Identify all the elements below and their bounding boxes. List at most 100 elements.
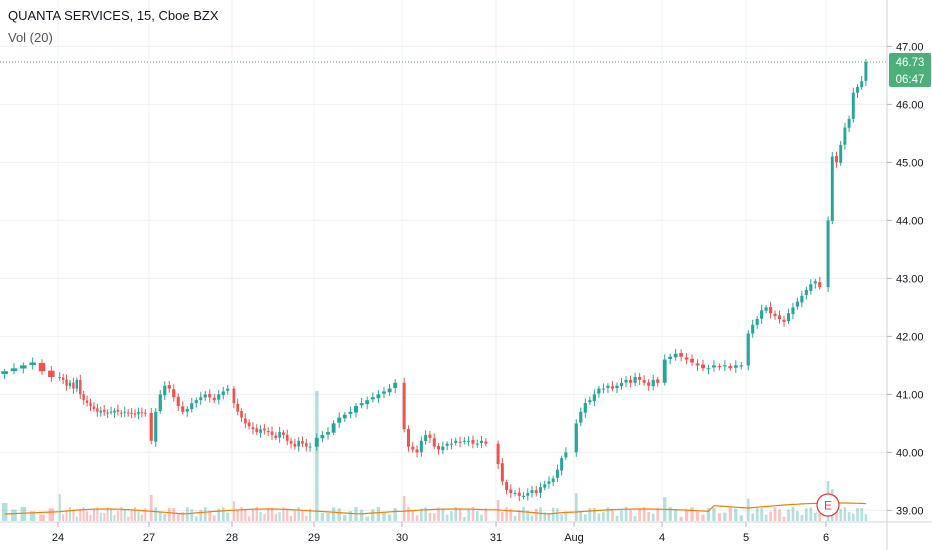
candle-body [185,408,189,412]
candle-body [203,394,207,398]
candle-body [181,406,185,412]
candle-body [684,357,689,360]
candle-body [826,220,830,288]
volume-bar [706,508,711,521]
volume-bar [393,508,397,521]
y-tick-label: 44.00 [896,215,924,227]
volume-bar [579,511,583,521]
volume-bar [217,508,221,521]
volume-bar [445,514,449,521]
volume-bar [402,495,406,521]
volume-bar [860,507,863,521]
price-axis[interactable]: 39.00 40.00 41.00 42.00 43.00 44.00 45.00 46.00… [887,41,924,517]
symbol-legend[interactable]: QUANTA SERVICES, 15, Cboe BZX [8,8,219,23]
volume-bar [48,508,55,521]
candle-body [679,353,684,357]
candle-body [843,127,847,145]
candle-body [376,394,381,399]
volume-bar [428,512,432,521]
candlesticks [1,59,868,502]
candle-body [791,307,795,315]
volume-bar [62,514,65,521]
candle-body [320,435,325,439]
candle-body [244,418,247,424]
volume-bar [633,516,637,521]
volume-bar [818,512,822,521]
candle-body [65,379,68,386]
candle-body [555,469,559,478]
candle-body [158,394,162,412]
y-tick-label: 39.00 [896,505,924,517]
candle-body [393,382,398,388]
candle-body [337,417,342,423]
candle-body [471,439,475,444]
earnings-marker[interactable]: E [816,493,840,517]
volume-legend[interactable]: Vol (20) [8,30,53,45]
volume-bar [75,516,78,521]
candle-body [154,411,158,442]
candle-body [79,380,82,395]
volume-bar [583,514,587,521]
candle-body [432,438,436,447]
candle-body [387,388,392,393]
candle-body [722,365,727,367]
candle-body [96,408,99,412]
candle-body [690,358,694,363]
x-tick-label: 4 [659,532,665,544]
candle-body [642,380,646,383]
volume-bar [149,494,153,521]
volume-bar [286,508,289,521]
volume-bar [642,507,646,521]
volume-bar [106,507,109,521]
candle-body [809,284,813,291]
candle-body [266,431,270,433]
candle-body [342,414,347,419]
volume-bar [371,509,375,521]
volume-bar [420,508,423,521]
volume-bar [255,507,258,521]
volume-bar [782,516,786,521]
candle-body [839,145,843,163]
volume-bar [120,507,123,521]
candle-body [348,411,353,414]
candle-body [500,463,504,482]
volume-bar [110,508,113,521]
volume-bar [760,508,763,521]
candle-body [717,366,722,368]
candle-body [638,376,642,380]
volume-bar [454,507,458,521]
time-axis[interactable]: 24 27 28 29 30 31 Aug 4 5 6 [52,522,829,544]
volume-bar [305,515,308,521]
candle-body [777,315,782,319]
candle-body [800,295,804,303]
volume-bar [407,507,410,521]
candle-body [496,443,500,464]
volume-bar [656,507,660,521]
volume-bar [308,508,312,521]
volume-bar [484,508,488,521]
candle-body [314,437,319,447]
volume-bar [813,512,817,521]
candle-body [232,388,236,404]
candle-body [304,443,308,447]
volume-bar [411,510,415,521]
candle-body [505,482,509,491]
candle-body [728,366,733,369]
volume-bar [530,515,534,521]
candle-body [526,493,530,496]
candle-body [764,307,768,311]
volume-bar [588,508,592,521]
candle-body [285,434,289,441]
candle-body [538,487,542,493]
candle-body [601,388,606,390]
candle-body [786,313,791,322]
earnings-icon[interactable] [816,493,840,517]
volume-bar [638,508,641,521]
volume-bar [267,507,270,521]
volume-bar [739,515,743,521]
candle-body [103,409,106,412]
candle-body [354,406,358,413]
candle-body [415,449,419,453]
candle-body [615,385,619,389]
